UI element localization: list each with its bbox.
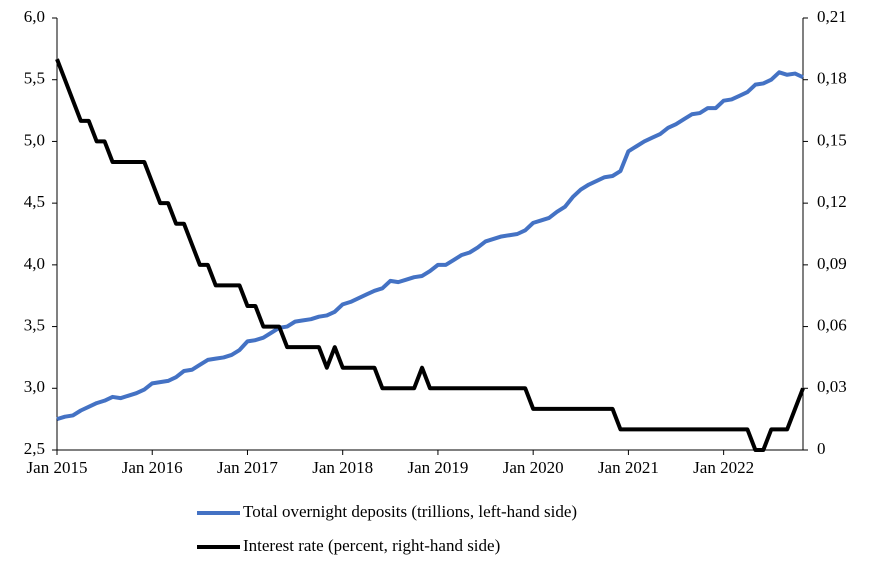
x-tick-label: Jan 2022 bbox=[693, 458, 754, 477]
x-tick-label: Jan 2020 bbox=[503, 458, 564, 477]
series-line bbox=[56, 70, 804, 422]
y-tick-label: 4,5 bbox=[24, 192, 45, 211]
y-tick-label: 3,0 bbox=[24, 377, 45, 396]
y-tick-label: 6,0 bbox=[24, 7, 45, 26]
y2-tick-label: 0,18 bbox=[817, 69, 847, 88]
y-tick-label: 2,5 bbox=[24, 439, 45, 458]
x-tick-label: Jan 2021 bbox=[598, 458, 659, 477]
y2-tick-label: 0,12 bbox=[817, 192, 847, 211]
y-tick-label: 5,0 bbox=[24, 130, 45, 149]
y-tick-label: 5,5 bbox=[24, 69, 45, 88]
series-line bbox=[55, 58, 805, 452]
legend-label: Total overnight deposits (trillions, lef… bbox=[243, 502, 577, 521]
y2-tick-label: 0,06 bbox=[817, 315, 847, 334]
x-tick-label: Jan 2017 bbox=[217, 458, 278, 477]
y-tick-label: 3,5 bbox=[24, 315, 45, 334]
x-tick-label: Jan 2016 bbox=[122, 458, 183, 477]
y-tick-label: 4,0 bbox=[24, 254, 45, 273]
y2-tick-label: 0,09 bbox=[817, 254, 847, 273]
y2-tick-label: 0,15 bbox=[817, 130, 847, 149]
y2-tick-label: 0 bbox=[817, 439, 826, 458]
x-tick-label: Jan 2015 bbox=[27, 458, 88, 477]
x-tick-label: Jan 2018 bbox=[312, 458, 373, 477]
x-tick-label: Jan 2019 bbox=[407, 458, 468, 477]
y2-tick-label: 0,03 bbox=[817, 377, 847, 396]
legend-label: Interest rate (percent, right-hand side) bbox=[243, 536, 500, 555]
y2-tick-label: 0,21 bbox=[817, 7, 847, 26]
